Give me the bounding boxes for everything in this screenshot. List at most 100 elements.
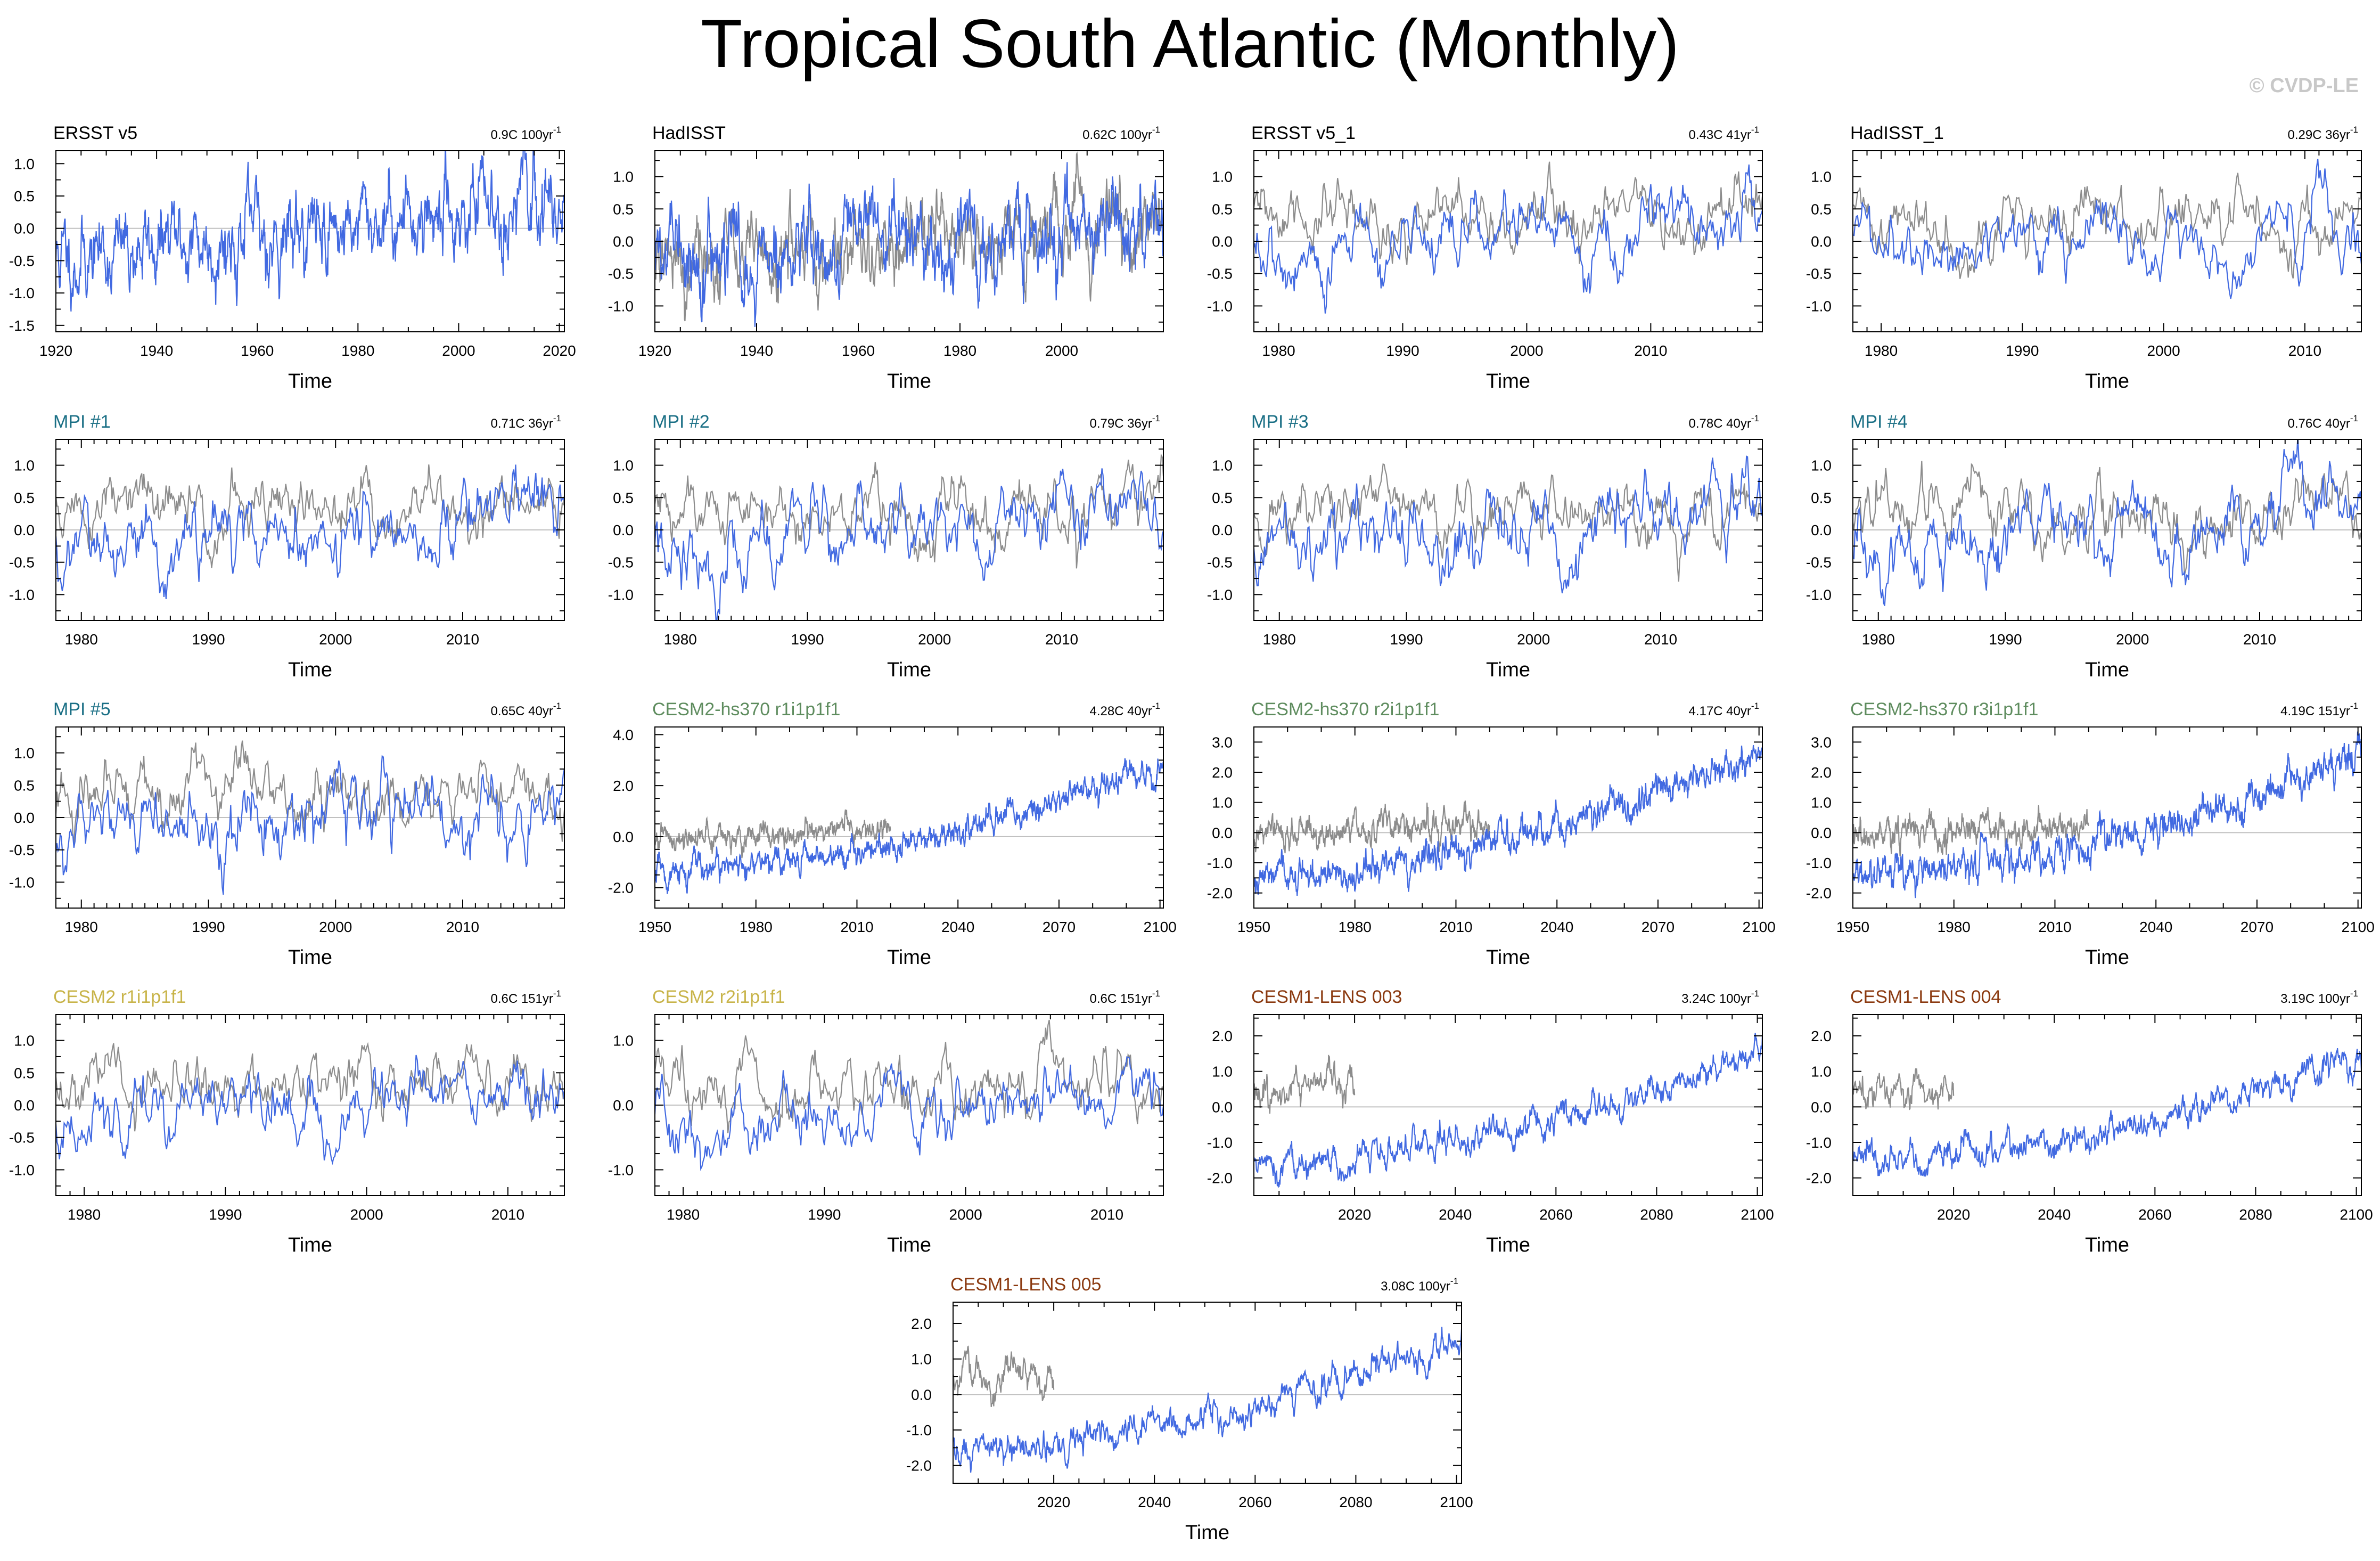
y-tick-label: 0.0 (613, 829, 634, 845)
y-tick-label: -1.0 (1806, 298, 1832, 314)
trend-label: 4.28C 40yr-1 (1089, 701, 1160, 718)
panel-3: 1980 1990 2000 2010 1.0 0.5 0.0 -0.5 -1.0 ERSST v… (1207, 123, 1763, 393)
plot-frame (654, 726, 1164, 909)
y-tick-label: 0.5 (613, 489, 634, 506)
y-tick-label: 0.5 (1212, 201, 1233, 217)
plot-frame (1852, 1014, 2362, 1196)
model-series-line (1853, 439, 2361, 606)
y-tick-label: -1.0 (1207, 298, 1233, 314)
trend-superscript: -1 (553, 413, 561, 423)
y-tick-label: 0.0 (14, 522, 35, 538)
trend-label: 0.9C 100yr-1 (490, 125, 561, 142)
y-tick-label: 0.0 (1811, 1099, 1832, 1115)
page-title: Tropical South Atlantic (Monthly) (701, 6, 1679, 82)
model-series-line (953, 1327, 1462, 1473)
y-tick-label: -1.0 (1806, 1134, 1832, 1151)
panel-title: MPI #2 (652, 412, 710, 432)
panel-title: HadISST (652, 123, 726, 143)
x-tick-label: 1940 (740, 342, 773, 359)
x-tick-label: 2060 (1539, 1206, 1572, 1223)
y-tick-label: -1.0 (608, 298, 634, 314)
model-series-line (56, 464, 564, 599)
x-tick-label: 2000 (319, 919, 352, 935)
trend-value: 0.9C 100yr (490, 128, 553, 142)
x-tick-label: 2100 (1144, 919, 1177, 935)
y-tick-label: 1.0 (14, 745, 35, 762)
y-tick-label: 0.0 (14, 1097, 35, 1114)
y-tick-label: 2.0 (1811, 764, 1832, 781)
trend-superscript: -1 (2350, 701, 2358, 711)
trend-value: 0.76C 40yr (2287, 416, 2350, 431)
y-tick-label: -0.5 (608, 554, 634, 571)
x-tick-label: 2100 (1743, 919, 1776, 935)
y-tick-label: 1.0 (1212, 795, 1233, 811)
y-tick-label: -1.0 (1207, 586, 1233, 603)
x-tick-label: 2000 (2147, 342, 2180, 359)
model-series-line (1254, 164, 1762, 314)
x-tick-label: 2060 (2138, 1206, 2171, 1223)
y-tick-label: 1.0 (1811, 457, 1832, 474)
x-tick-label: 1990 (192, 631, 225, 648)
y-tick-label: 1.0 (1212, 1064, 1233, 1080)
y-tick-label: -0.5 (1806, 554, 1832, 571)
x-tick-label: 2000 (1045, 342, 1078, 359)
x-tick-label: 2000 (949, 1206, 982, 1223)
trend-superscript: -1 (553, 125, 561, 135)
plot-frame (1253, 726, 1763, 909)
trend-label: 0.62C 100yr-1 (1082, 125, 1160, 142)
x-axis-label: Time (288, 946, 332, 969)
panel-9: 1980 1990 2000 2010 1.0 0.5 0.0 -0.5 -1.0 MPI #5 0… (9, 699, 565, 969)
x-axis-label: Time (2085, 946, 2129, 969)
y-tick-label: 0.0 (1212, 522, 1233, 538)
x-tick-label: 2000 (2116, 631, 2149, 648)
trend-superscript: -1 (553, 988, 561, 999)
x-axis-label: Time (887, 659, 931, 681)
x-tick-label: 2010 (1439, 919, 1472, 935)
obs-series-line (1853, 173, 2361, 279)
trend-superscript: -1 (1751, 701, 1759, 711)
panel-title: CESM2 r2i1p1f1 (652, 987, 785, 1007)
trend-superscript: -1 (2350, 988, 2358, 999)
x-axis-label: Time (2085, 370, 2129, 393)
x-axis-label: Time (1486, 1234, 1530, 1256)
trend-value: 0.43C 41yr (1688, 128, 1751, 142)
y-tick-label: -0.5 (9, 842, 35, 859)
obs-series-line (56, 740, 564, 845)
trend-superscript: -1 (1751, 413, 1759, 423)
y-tick-label: -1.0 (9, 586, 35, 603)
panel-4: 1980 1990 2000 2010 1.0 0.5 0.0 -0.5 -1.0 HadISST… (1806, 123, 2362, 393)
trend-value: 0.6C 151yr (490, 992, 553, 1006)
x-tick-label: 2000 (1517, 631, 1550, 648)
y-tick-label: -0.5 (1207, 554, 1233, 571)
trend-label: 0.43C 41yr-1 (1688, 125, 1759, 142)
trend-label: 0.71C 36yr-1 (490, 413, 561, 431)
trend-label: 3.08C 100yr-1 (1381, 1276, 1458, 1294)
x-tick-label: 2000 (1510, 342, 1543, 359)
x-tick-label: 1950 (1237, 919, 1270, 935)
x-tick-label: 1920 (39, 342, 72, 359)
y-tick-label: 0.0 (613, 522, 634, 538)
obs-series-line (1254, 800, 1490, 854)
obs-series-line (655, 453, 1163, 569)
y-tick-label: 0.0 (14, 810, 35, 826)
model-series-line (655, 1056, 1163, 1171)
x-tick-label: 2070 (1043, 919, 1076, 935)
x-tick-label: 2020 (1937, 1206, 1970, 1223)
x-axis-label: Time (2085, 659, 2129, 681)
trend-superscript: -1 (1751, 988, 1759, 999)
y-tick-label: 0.0 (1212, 824, 1233, 841)
y-tick-label: 1.0 (613, 457, 634, 474)
panel-title: CESM2-hs370 r1i1p1f1 (652, 699, 840, 720)
trend-superscript: -1 (553, 701, 561, 711)
x-tick-label: 1980 (65, 919, 98, 935)
x-tick-label: 2010 (446, 631, 479, 648)
x-tick-label: 2010 (491, 1206, 524, 1223)
x-axis-label: Time (288, 370, 332, 393)
y-tick-label: 2.0 (1212, 764, 1233, 781)
model-series-line (655, 162, 1163, 327)
trend-superscript: -1 (2350, 125, 2358, 135)
trend-value: 3.08C 100yr (1381, 1279, 1450, 1294)
obs-series-line (1254, 463, 1762, 582)
x-tick-label: 2080 (2239, 1206, 2272, 1223)
x-tick-label: 2010 (2288, 342, 2321, 359)
